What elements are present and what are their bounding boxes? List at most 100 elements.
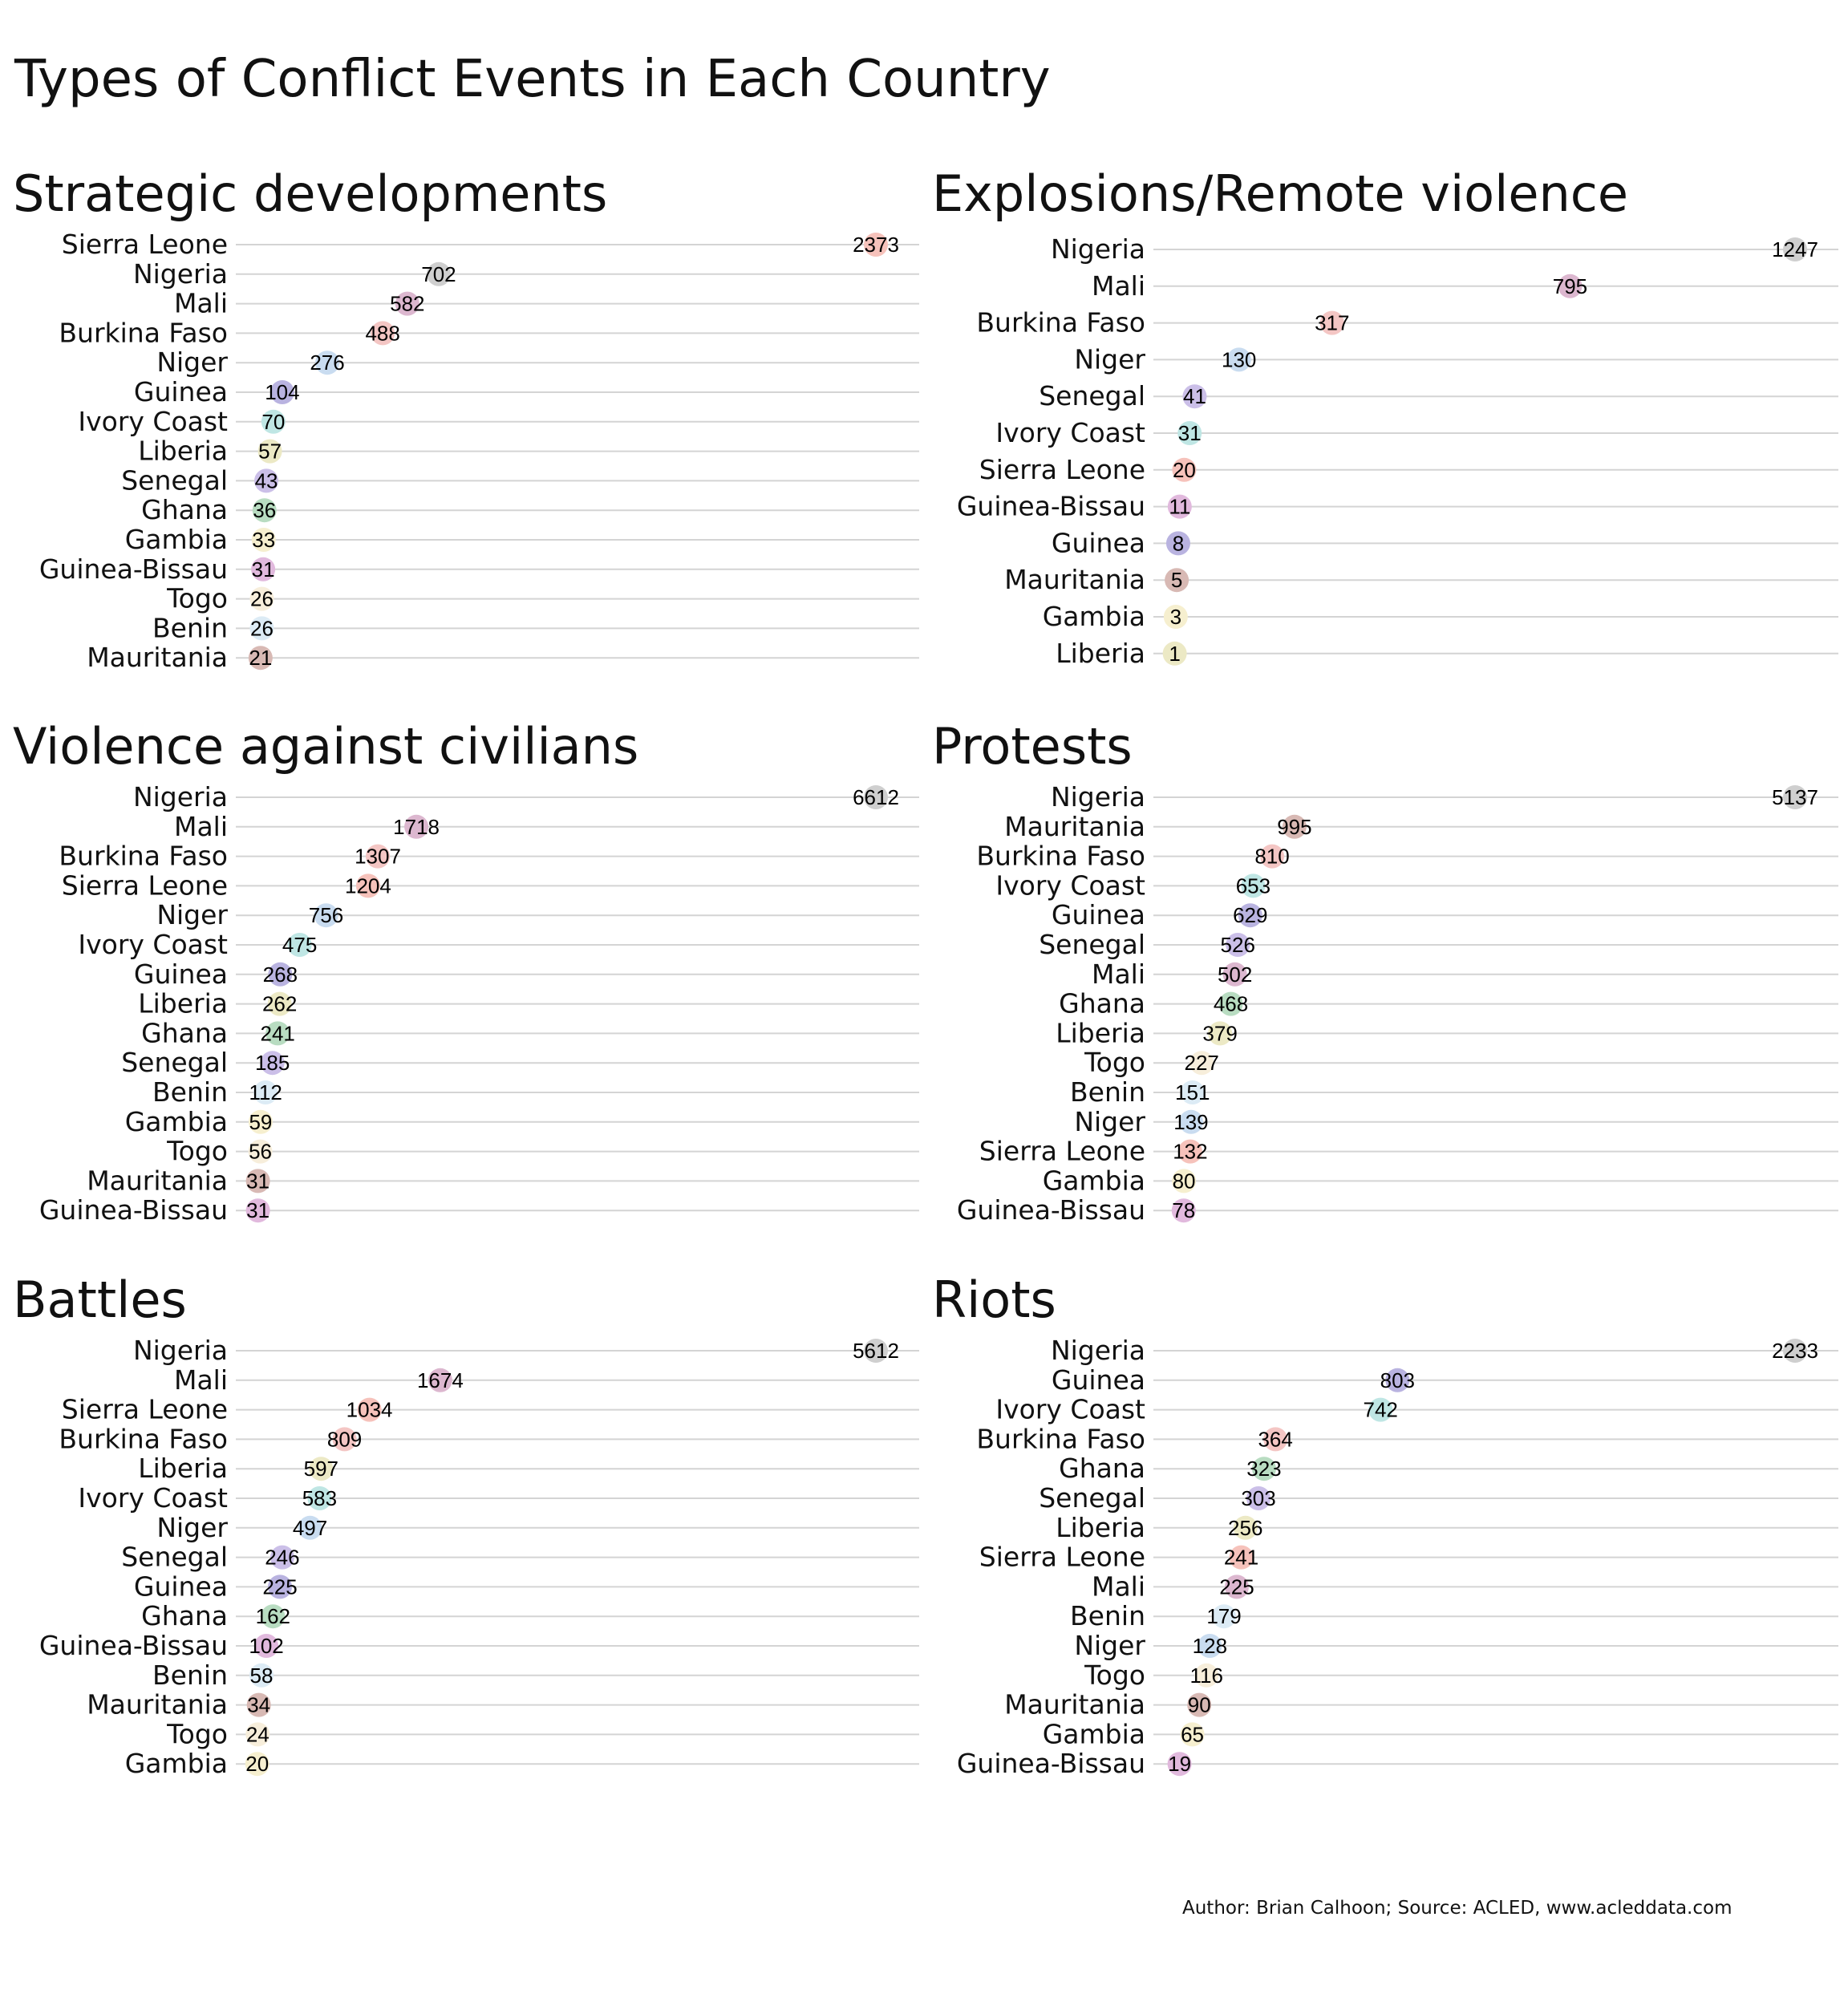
value-label: 130 [1222, 347, 1256, 371]
value-label: 20 [245, 1752, 269, 1776]
value-label: 33 [252, 528, 275, 552]
row-senegal: Senegal 303 [1039, 1482, 1838, 1514]
value-label: 241 [261, 1021, 295, 1045]
country-label: Liberia [138, 436, 228, 467]
row-benin: Benin 179 [1070, 1600, 1838, 1631]
value-label: 303 [1241, 1486, 1275, 1510]
country-label: Mali [1092, 270, 1145, 302]
row-liberia: Liberia 597 [138, 1453, 919, 1484]
row-burkina-faso: Burkina Faso 364 [976, 1423, 1838, 1454]
row-mali: Mali 225 [1092, 1570, 1838, 1602]
country-label: Gambia [125, 1106, 228, 1137]
data-point [251, 557, 276, 582]
value-label: 20 [1173, 458, 1196, 482]
country-label: Senegal [1039, 380, 1145, 411]
country-label: Benin [1070, 1076, 1145, 1108]
data-point [1229, 1545, 1254, 1570]
row-senegal: Senegal 43 [121, 464, 919, 496]
value-label: 1307 [355, 845, 401, 869]
data-point [1282, 814, 1307, 839]
data-point [864, 233, 888, 257]
row-senegal: Senegal 41 [1039, 380, 1838, 411]
data-point [270, 380, 294, 404]
value-label: 151 [1175, 1080, 1210, 1104]
value-label: 597 [304, 1457, 338, 1481]
data-point [1222, 962, 1247, 987]
row-mauritania: Mauritania 995 [1004, 811, 1838, 842]
row-benin: Benin 26 [152, 612, 919, 643]
row-guinea: Guinea 104 [134, 376, 919, 407]
country-label: Burkina Faso [976, 841, 1145, 872]
country-label: Burkina Faso [59, 841, 228, 872]
country-label: Ivory Coast [995, 1394, 1145, 1425]
data-point [246, 1692, 271, 1717]
country-label: Guinea-Bissau [957, 1748, 1145, 1779]
value-label: 21 [249, 646, 272, 670]
panel-riots: Riots Nigeria 2233 Guinea 803 Ivory Coast 742… [932, 1270, 1848, 1784]
country-label: Mali [174, 811, 228, 842]
data-point [315, 351, 340, 375]
panel-protests: Protests Nigeria 5137 Mauritania 995 Burkina… [932, 717, 1848, 1230]
row-gambia: Gambia 20 [125, 1748, 919, 1779]
row-togo: Togo 56 [166, 1136, 919, 1167]
panel-title: Violence against civilians [13, 717, 639, 776]
value-label: 475 [282, 933, 317, 957]
row-guinea-bissau: Guinea-Bissau 19 [957, 1748, 1838, 1779]
country-label: Togo [1084, 1660, 1145, 1691]
country-label: Togo [166, 583, 228, 614]
row-nigeria: Nigeria 6612 [133, 781, 919, 813]
country-label: Sierra Leone [62, 1394, 228, 1425]
value-label: 179 [1206, 1604, 1241, 1628]
data-point [1187, 1692, 1212, 1717]
country-label: Burkina Faso [976, 1423, 1145, 1454]
value-label: 317 [1315, 311, 1349, 335]
value-label: 57 [258, 440, 282, 464]
data-point [1319, 310, 1344, 335]
country-label: Nigeria [1051, 781, 1145, 813]
row-guinea-bissau: Guinea-Bissau 31 [39, 1194, 919, 1226]
country-label: Nigeria [133, 258, 228, 290]
row-guinea: Guinea 629 [1052, 899, 1838, 930]
value-label: 629 [1233, 903, 1267, 927]
data-point [249, 586, 274, 611]
row-guinea: Guinea 268 [134, 958, 919, 990]
value-label: 468 [1214, 992, 1248, 1016]
country-label: Togo [166, 1718, 228, 1749]
country-label: Nigeria [1051, 233, 1145, 265]
country-label: Ivory Coast [78, 1482, 228, 1514]
value-label: 19 [1168, 1752, 1191, 1776]
data-point [248, 646, 273, 671]
value-label: 1 [1169, 642, 1180, 666]
country-label: Mauritania [87, 1689, 228, 1720]
data-point [270, 1545, 294, 1570]
row-burkina-faso: Burkina Faso 810 [976, 841, 1838, 872]
data-point [1218, 991, 1243, 1016]
value-label: 11 [1169, 495, 1190, 519]
value-label: 582 [390, 292, 424, 316]
panel-title: Explosions/Remote violence [932, 164, 1628, 223]
country-label: Guinea [1052, 899, 1145, 930]
country-label: Guinea [134, 958, 228, 990]
panel-strategic-developments: Strategic developments Sierra Leone 2373 N… [13, 164, 935, 678]
value-label: 31 [252, 557, 275, 582]
data-point [249, 616, 274, 641]
row-guinea-bissau: Guinea-Bissau 11 [957, 491, 1838, 522]
country-label: Niger [1074, 1630, 1145, 1661]
country-label: Liberia [1056, 638, 1145, 669]
data-point [1368, 1397, 1393, 1422]
country-label: Guinea [1052, 1364, 1145, 1396]
country-label: Mauritania [87, 642, 228, 673]
country-label: Sierra Leone [62, 869, 228, 901]
row-burkina-faso: Burkina Faso 1307 [59, 841, 919, 872]
data-point [864, 1339, 888, 1363]
row-gambia: Gambia 80 [1043, 1165, 1838, 1196]
row-sierra-leone: Sierra Leone 241 [979, 1542, 1838, 1573]
value-label: 78 [1172, 1198, 1195, 1222]
country-label: Guinea-Bissau [957, 491, 1145, 522]
row-mali: Mali 1674 [174, 1364, 919, 1396]
row-guinea-bissau: Guinea-Bissau 31 [39, 553, 919, 585]
country-label: Benin [152, 1076, 228, 1108]
data-point [245, 1169, 270, 1194]
panel-explosions-remote-violence: Explosions/Remote violence Nigeria 1247 Ma… [932, 164, 1848, 678]
